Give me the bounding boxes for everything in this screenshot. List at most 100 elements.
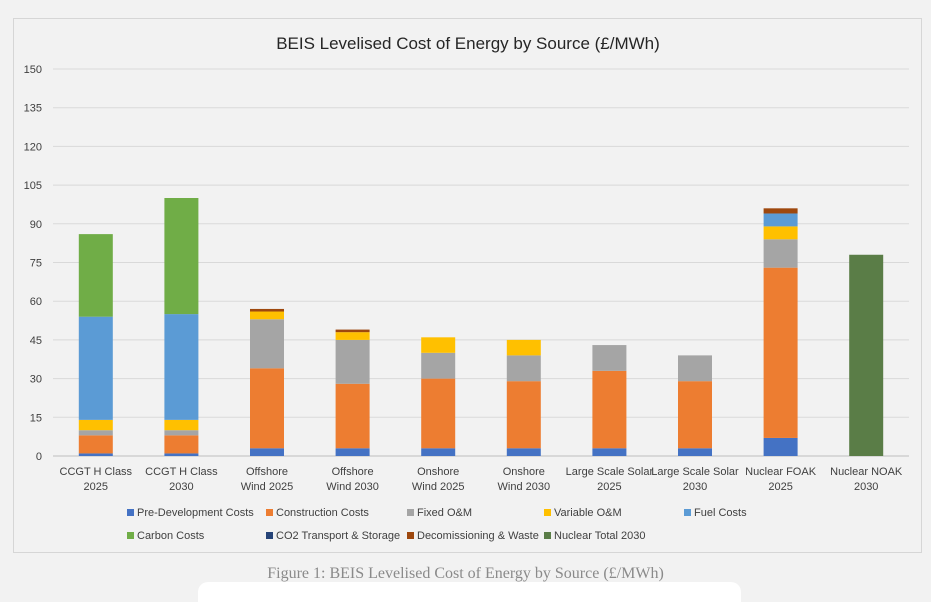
legend-item: CO2 Transport & Storage <box>266 530 400 542</box>
legend-item: Fuel Costs <box>684 507 747 519</box>
bar-segment <box>250 448 284 456</box>
legend-swatch <box>127 509 134 516</box>
bar-stack <box>421 337 456 456</box>
bar-segment <box>421 337 456 353</box>
bar-segment <box>78 419 113 431</box>
bar-segment <box>78 430 113 436</box>
legend-swatch <box>266 509 273 516</box>
y-tick-label: 45 <box>30 335 42 347</box>
y-tick-label: 105 <box>24 180 42 192</box>
y-tick-label: 90 <box>30 219 42 231</box>
bar-segment <box>250 319 284 369</box>
bar-segment <box>678 448 712 456</box>
y-tick-label: 135 <box>24 103 42 115</box>
bar-segment <box>421 352 456 379</box>
x-tick-label: Offshore <box>332 466 374 478</box>
y-axis-ticks: 0 15 30 45 60 75 90 105 120 135 150 <box>24 64 42 463</box>
x-tick-label: 2025 <box>768 481 792 493</box>
x-tick-label: Nuclear NOAK <box>830 466 903 478</box>
legend-item: Decomissioning & Waste <box>407 530 539 542</box>
y-tick-label: 0 <box>36 451 42 463</box>
bar-stack <box>250 308 284 456</box>
legend-swatch <box>544 509 551 516</box>
bar-stack <box>78 234 113 456</box>
legend-swatch <box>544 532 551 539</box>
bar-segment <box>78 453 113 456</box>
legend-swatch <box>127 532 134 539</box>
overlay-card <box>198 582 741 602</box>
bar-stack <box>678 355 712 456</box>
y-tick-label: 75 <box>30 258 42 270</box>
figure-caption: Figure 1: BEIS Levelised Cost of Energy … <box>267 565 664 582</box>
x-tick-label: Nuclear FOAK <box>745 466 817 478</box>
bar-segment <box>78 316 113 420</box>
bar-segment <box>506 355 541 382</box>
bar-segment <box>164 419 199 431</box>
x-tick-label: 2030 <box>169 481 193 493</box>
x-tick-label: 2030 <box>683 481 707 493</box>
bar-segment <box>335 448 370 456</box>
legend-label: Fuel Costs <box>694 507 747 519</box>
legend-label: Variable O&M <box>554 507 622 519</box>
legend-swatch <box>407 532 414 539</box>
y-tick-label: 150 <box>24 64 42 76</box>
bar-stack <box>335 329 370 456</box>
bar-segment <box>849 254 884 456</box>
legend-item: Carbon Costs <box>127 530 205 542</box>
x-tick-label: Wind 2025 <box>241 481 294 493</box>
x-tick-label: CCGT H Class <box>145 466 218 478</box>
bar-segment <box>250 311 284 320</box>
y-tick-label: 15 <box>30 412 42 424</box>
chart-title: BEIS Levelised Cost of Energy by Source … <box>276 34 660 53</box>
y-tick-label: 30 <box>30 374 42 386</box>
bar-stack <box>849 254 884 456</box>
x-tick-label: CCGT H Class <box>60 466 133 478</box>
bar-segment <box>335 339 370 384</box>
x-tick-label: Onshore <box>417 466 459 478</box>
bar-segment <box>335 332 370 340</box>
legend-label: CO2 Transport & Storage <box>276 530 400 542</box>
legend-label: Construction Costs <box>276 507 369 519</box>
x-tick-label: Wind 2030 <box>326 481 379 493</box>
bar-segment <box>506 448 541 456</box>
x-tick-label: Wind 2030 <box>498 481 551 493</box>
bar-segment <box>678 381 712 449</box>
bar-segment <box>506 381 541 449</box>
legend-label: Pre-Development Costs <box>137 507 254 519</box>
bar-segment <box>335 383 370 449</box>
bar-segment <box>592 370 627 449</box>
bar-segment <box>763 239 798 268</box>
bar-segment <box>164 435 199 454</box>
bar-stack <box>763 208 798 456</box>
bar-segment <box>164 314 199 420</box>
legend-item: Pre-Development Costs <box>127 507 254 519</box>
legend-swatch <box>266 532 273 539</box>
x-tick-label: 2025 <box>597 481 621 493</box>
bar-stack <box>506 339 541 456</box>
stacked-bar-chart: BEIS Levelised Cost of Energy by Source … <box>24 34 909 542</box>
x-tick-label: Large Scale Solar <box>651 466 739 478</box>
bar-segment <box>78 435 113 454</box>
bar-segment <box>78 234 113 317</box>
bar-segment <box>335 329 370 333</box>
bar-segment <box>592 345 627 371</box>
legend-label: Decomissioning & Waste <box>417 530 539 542</box>
bar-segment <box>763 226 798 240</box>
legend-label: Nuclear Total 2030 <box>554 530 646 542</box>
bar-segment <box>763 213 798 227</box>
x-tick-label: Wind 2025 <box>412 481 465 493</box>
bar-segment <box>763 208 798 214</box>
bar-segment <box>250 368 284 449</box>
x-tick-label: Large Scale Solar <box>566 466 654 478</box>
bar-segment <box>421 378 456 449</box>
legend-item: Fixed O&M <box>407 507 472 519</box>
bar-segment <box>506 339 541 356</box>
legend-swatch <box>684 509 691 516</box>
x-axis-labels: CCGT H Class 2025 CCGT H Class 2030 Offshore… <box>60 466 903 493</box>
bar-segment <box>164 198 199 315</box>
legend-item: Construction Costs <box>266 507 369 519</box>
x-tick-label: Offshore <box>246 466 288 478</box>
bar-segment <box>164 430 199 436</box>
bar-segment <box>164 453 199 456</box>
chart-container: BEIS Levelised Cost of Energy by Source … <box>13 18 922 553</box>
